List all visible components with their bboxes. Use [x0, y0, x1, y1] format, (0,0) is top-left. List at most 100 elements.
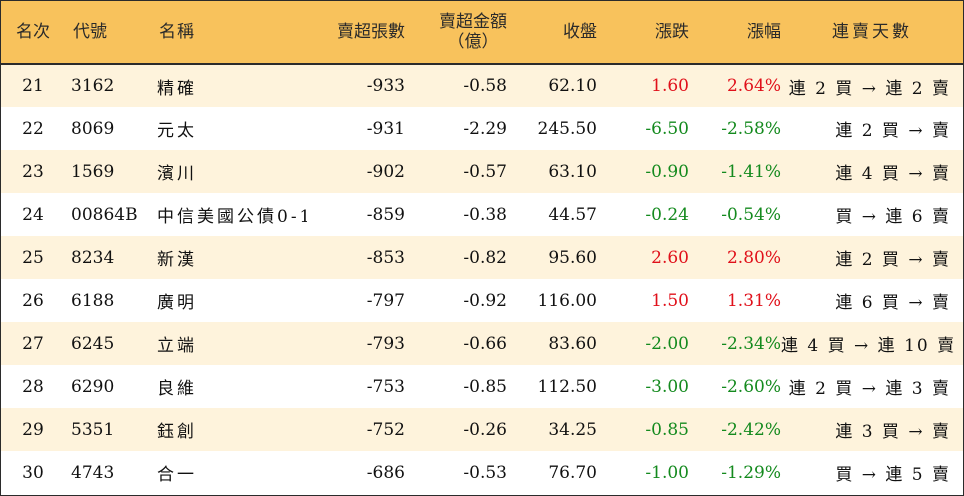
header-net-sell-amount-unit: （億）: [447, 32, 499, 52]
cell-close: 95.60: [548, 247, 597, 268]
cell-net-sell-amount: -0.82: [463, 247, 507, 268]
cell-close: 63.10: [548, 161, 597, 182]
cell-name: 立端: [157, 336, 197, 356]
cell-net-sell-amount: -0.58: [463, 76, 507, 96]
cell-close: 83.60: [548, 333, 597, 354]
cell-net-sell-lots: -797: [366, 290, 405, 311]
cell-change-pct: -1.29%: [721, 462, 781, 483]
cell-net-sell-amount: -0.53: [463, 462, 507, 483]
cell-streak: 連 6 買 → 賣: [835, 293, 951, 313]
cell-rank: 21: [22, 76, 44, 96]
cell-change-pct: 2.64%: [726, 76, 781, 96]
cell-close: 34.25: [548, 419, 597, 440]
table-row: 23 1569 濱川 -902 -0.57 63.10 -0.90 -1.41% 連 4 買 →…: [1, 150, 963, 193]
cell-streak: 連 4 買 → 連 10 賣: [781, 336, 957, 356]
header-net-sell-amount-label: 賣超金額: [439, 12, 507, 32]
table-row: 28 6290 良維 -753 -0.85 112.50 -3.00 -2.60% 連 2 買 …: [1, 365, 963, 408]
cell-change-pct: -1.41%: [721, 161, 781, 182]
cell-change: 1.50: [651, 290, 689, 311]
cell-code: 4743: [71, 462, 115, 483]
cell-name: 廣明: [157, 293, 197, 313]
cell-streak: 連 2 買 → 賣: [835, 121, 951, 141]
table-row: 21 3162 精確 -933 -0.58 62.10 1.60 2.64% 連 2 買 → 連…: [1, 64, 963, 107]
cell-net-sell-amount: -0.85: [463, 376, 507, 397]
cell-name: 濱川: [157, 164, 197, 184]
cell-change: 1.60: [651, 76, 689, 96]
table-row: 30 4743 合一 -686 -0.53 76.70 -1.00 -1.29% 買 → 連 5…: [1, 451, 963, 494]
cell-change: -0.90: [645, 161, 689, 182]
cell-close: 112.50: [537, 376, 597, 397]
cell-change-pct: 1.31%: [726, 290, 781, 311]
cell-rank: 22: [22, 118, 44, 139]
cell-rank: 27: [22, 333, 44, 354]
cell-rank: 23: [22, 161, 44, 182]
cell-code: 6290: [71, 376, 115, 397]
cell-streak: 連 4 買 → 賣: [835, 164, 951, 184]
cell-close: 44.57: [548, 204, 597, 225]
table-row: 25 8234 新漢 -853 -0.82 95.60 2.60 2.80% 連 2 買 → 賣: [1, 236, 963, 279]
cell-net-sell-lots: -752: [366, 419, 405, 440]
cell-change: -6.50: [645, 118, 689, 139]
cell-name: 良維: [157, 379, 197, 399]
cell-streak: 連 2 買 → 賣: [835, 250, 951, 270]
cell-change: -0.85: [645, 419, 689, 440]
table-row: 26 6188 廣明 -797 -0.92 116.00 1.50 1.31% 連 6 買 → …: [1, 279, 963, 322]
cell-name: 鈺創: [157, 422, 197, 442]
cell-name: 中信美國公債0-1: [157, 207, 307, 227]
cell-name: 新漢: [157, 250, 197, 270]
cell-change: -2.00: [645, 333, 689, 354]
cell-net-sell-amount: -0.66: [463, 333, 507, 354]
cell-streak: 買 → 連 5 賣: [835, 465, 951, 485]
cell-close: 76.70: [548, 462, 597, 483]
cell-net-sell-amount: -2.29: [463, 118, 507, 139]
cell-change-pct: 2.80%: [726, 247, 781, 268]
cell-code: 6245: [71, 333, 115, 354]
cell-change: -0.24: [645, 204, 689, 225]
cell-name: 合一: [157, 465, 197, 485]
header-net-sell-lots: 賣超張數: [307, 1, 405, 65]
header-close: 收盤: [507, 1, 597, 65]
header-streak: 連賣天數: [781, 1, 963, 65]
cell-close: 245.50: [537, 118, 597, 139]
header-net-sell-amount: 賣超金額 （億）: [405, 1, 507, 65]
cell-net-sell-amount: -0.38: [463, 204, 507, 225]
cell-code: 1569: [71, 161, 115, 182]
cell-name: 元太: [157, 121, 197, 141]
cell-code: 6188: [71, 290, 115, 311]
cell-change-pct: -2.58%: [721, 118, 781, 139]
cell-code: 8069: [71, 118, 115, 139]
header-change-pct: 漲幅: [689, 1, 781, 65]
cell-change-pct: -2.42%: [721, 419, 781, 440]
cell-streak: 連 2 買 → 連 3 賣: [788, 379, 951, 399]
table-row: 27 6245 立端 -793 -0.66 83.60 -2.00 -2.34% 連 4 買 →…: [1, 322, 963, 365]
cell-code: 00864B: [71, 204, 138, 225]
cell-net-sell-lots: -931: [366, 118, 405, 139]
header-name: 名稱: [147, 1, 307, 65]
cell-net-sell-lots: -859: [366, 204, 405, 225]
cell-change-pct: -0.54%: [721, 204, 781, 225]
header-rank: 名次: [1, 1, 65, 65]
table-row: 22 8069 元太 -931 -2.29 245.50 -6.50 -2.58% 連 2 買 …: [1, 107, 963, 150]
cell-change: 2.60: [651, 247, 689, 268]
cell-code: 8234: [71, 247, 115, 268]
cell-change: -1.00: [645, 462, 689, 483]
cell-change-pct: -2.34%: [721, 333, 781, 354]
cell-rank: 26: [22, 290, 44, 311]
cell-rank: 28: [22, 376, 44, 397]
cell-rank: 30: [22, 462, 44, 483]
table-row: 29 5351 鈺創 -752 -0.26 34.25 -0.85 -2.42% 連 3 買 →…: [1, 408, 963, 451]
cell-change-pct: -2.60%: [721, 376, 781, 397]
cell-streak: 連 3 買 → 賣: [835, 422, 951, 442]
cell-code: 3162: [71, 76, 115, 96]
cell-rank: 25: [22, 247, 44, 268]
cell-net-sell-lots: -686: [366, 462, 405, 483]
cell-net-sell-lots: -902: [366, 161, 405, 182]
cell-close: 62.10: [548, 76, 597, 96]
cell-net-sell-lots: -753: [366, 376, 405, 397]
cell-code: 5351: [71, 419, 115, 440]
table-header-row: 名次 代號 名稱 賣超張數 賣超金額 （億） 收盤 漲跌 漲幅 連賣天數: [1, 1, 963, 65]
cell-streak: 連 2 買 → 連 2 賣: [788, 78, 951, 99]
cell-streak: 買 → 連 6 賣: [835, 207, 951, 227]
